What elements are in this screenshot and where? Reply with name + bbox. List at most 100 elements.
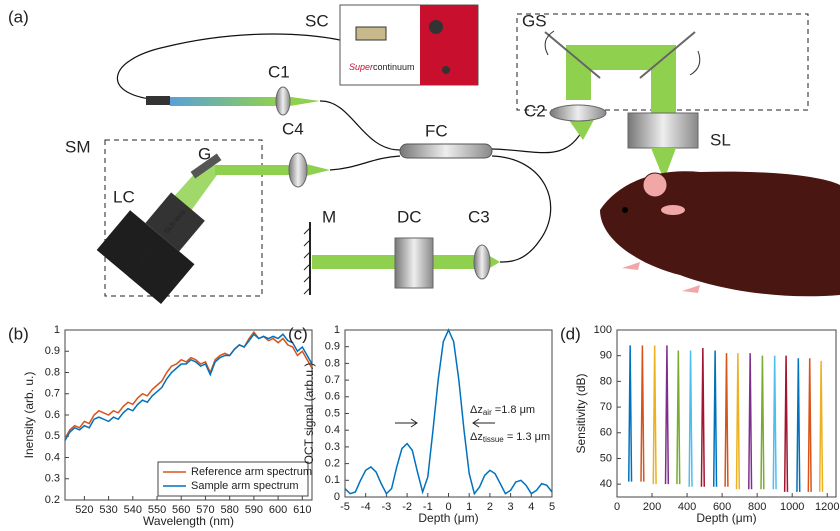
component-label: GS [522, 11, 547, 30]
y-tick-label: 0 [334, 491, 340, 503]
knob [429, 20, 443, 34]
y-axis-label: Sensitivity (dB) [574, 373, 588, 453]
display [356, 27, 386, 40]
y-tick-label: 0.8 [45, 366, 60, 378]
setup-diagram: (a) C1 Supercontinuum SC GS C2 SL FC SM … [8, 5, 840, 304]
y-axis-label: OCT signal (arb.u.) [302, 363, 316, 465]
y-tick-label: 0.5 [325, 407, 340, 419]
fiber [117, 34, 340, 100]
coupler [400, 144, 492, 158]
y-tick-label: 0.3 [45, 473, 60, 485]
y-tick-label: 0.7 [45, 388, 60, 400]
figure: (a) C1 Supercontinuum SC GS C2 SL FC SM … [0, 0, 840, 531]
y-tick-label: 0.3 [325, 441, 340, 453]
x-tick-label: 200 [643, 501, 661, 513]
lens [289, 153, 307, 187]
data-line [689, 351, 692, 487]
x-tick-label: 520 [75, 504, 93, 516]
component-label: M [322, 207, 336, 226]
x-tick-label: -2 [402, 501, 412, 513]
annotation-arrow [473, 419, 495, 427]
x-axis-label: Depth (μm) [418, 511, 478, 525]
annotation: Δztissue = 1.3 μm [470, 431, 550, 444]
x-tick-label: 4 [528, 501, 534, 513]
component-label: SL [710, 130, 731, 149]
data-line [785, 356, 788, 492]
y-axis-label: Inensity (arb. u.) [22, 372, 36, 459]
beam [170, 97, 276, 106]
y-tick-label: 0.8 [325, 357, 340, 369]
legend-label: Reference arm spectrum [191, 466, 312, 478]
component-label: C2 [524, 101, 546, 120]
x-axis-label: Wavelength (nm) [143, 514, 234, 528]
data-line [761, 356, 764, 490]
data-line [629, 345, 632, 481]
y-tick-label: 0.7 [325, 374, 340, 386]
x-tick-label: 590 [245, 504, 263, 516]
y-tick-label: 0.4 [45, 451, 60, 463]
brand: Supercontinuum [349, 62, 415, 72]
component-label: SC [305, 11, 329, 30]
connector [146, 96, 170, 105]
beam [215, 165, 299, 175]
y-tick-label: 0.5 [45, 430, 60, 442]
y-tick-label: 80 [600, 375, 612, 387]
data-line [641, 345, 644, 481]
x-tick-label: 1200 [815, 501, 839, 513]
y-tick-label: 60 [600, 427, 612, 439]
scan-lens [628, 113, 698, 148]
x-tick-label: 0 [614, 501, 620, 513]
fiber [492, 156, 551, 262]
y-tick-label: 0.2 [45, 494, 60, 506]
x-tick-label: 530 [99, 504, 117, 516]
fiber [320, 101, 400, 150]
x-tick-label: 400 [678, 501, 696, 513]
data-line [677, 351, 680, 485]
x-tick-label: 1000 [780, 501, 804, 513]
rotation-arrow [545, 31, 554, 55]
x-tick-label: 600 [269, 504, 287, 516]
component-label: G [198, 144, 211, 163]
brand-part: Super [349, 62, 374, 72]
data-line [773, 356, 776, 490]
y-tick-label: 0.6 [325, 391, 340, 403]
lens [550, 105, 606, 121]
y-tick-label: 0.4 [325, 424, 340, 436]
y-tick-label: 0.6 [45, 409, 60, 421]
x-tick-label: 3 [508, 501, 514, 513]
fiber [492, 126, 585, 153]
annotation-subscript: air [483, 408, 492, 417]
data-line [653, 345, 656, 484]
component-label: DC [397, 207, 422, 226]
y-tick-label: 1 [334, 324, 340, 336]
data-line [714, 351, 717, 487]
annotation: Δzair =1.8 μm [470, 404, 535, 417]
dispersion-compensator [395, 238, 433, 288]
x-tick-label: 5 [549, 501, 555, 513]
annotation-subscript: tissue [483, 435, 504, 444]
annotation-text: = 1.3 μm [504, 431, 550, 443]
annotation-text: =1.8 μm [492, 404, 535, 416]
panel-label: (b) [8, 324, 29, 343]
y-tick-label: 50 [600, 452, 612, 464]
legend-label: Sample arm spectrum [191, 480, 299, 492]
component-label: C3 [468, 207, 490, 226]
y-tick-label: 0.1 [325, 474, 340, 486]
x-tick-label: -3 [382, 501, 392, 513]
y-tick-label: 70 [600, 401, 612, 413]
data-line [797, 358, 800, 492]
source-panel [420, 5, 478, 85]
data-line [666, 345, 669, 484]
x-tick-label: 540 [124, 504, 142, 516]
y-tick-label: 0.9 [45, 345, 60, 357]
y-tick-label: 1 [54, 324, 60, 336]
data-line [820, 361, 823, 492]
data-line [65, 334, 312, 440]
panel-label: (c) [288, 324, 308, 343]
beam [306, 164, 330, 176]
data-line [749, 353, 752, 489]
rotation-arrow [690, 51, 700, 75]
data-line [808, 358, 811, 492]
y-tick-label: 0.9 [325, 341, 340, 353]
x-axis-label: Depth (μm) [696, 511, 756, 525]
